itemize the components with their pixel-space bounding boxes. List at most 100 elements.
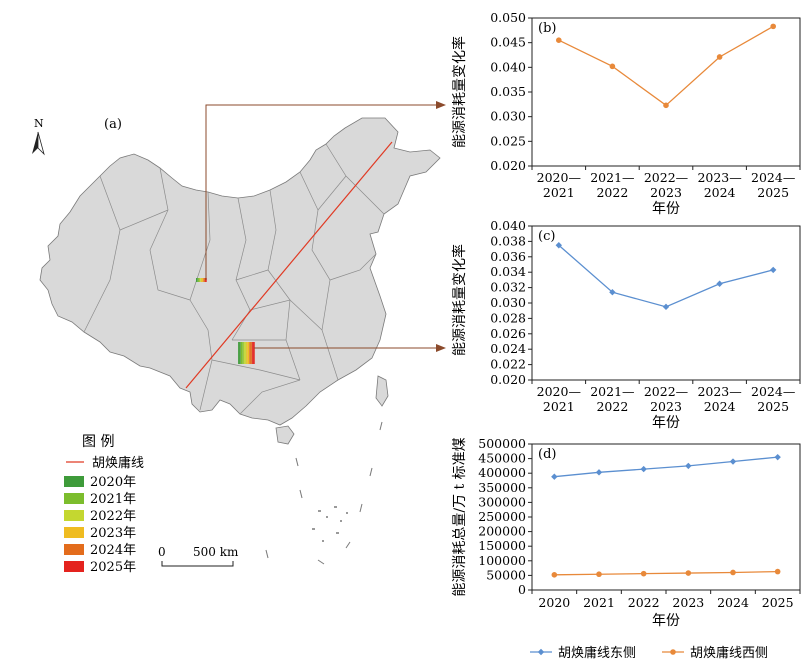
study-area-stripe [249, 342, 251, 364]
y-tick-label: 0.032 [490, 280, 526, 295]
x-tick-label: 2021 [583, 595, 615, 610]
data-point [662, 303, 670, 311]
study-area-stripe [247, 342, 249, 364]
data-point [663, 102, 669, 109]
study-area-stripe [202, 278, 204, 282]
x-tick-label: 2024 [717, 595, 749, 610]
charts: 0.020 0.025 0.030 0.035 0.040 0.045 0.050 2020—… [451, 10, 801, 661]
study-area-stripe [245, 342, 246, 364]
study-area-stripe [198, 278, 199, 282]
study-area-stripe [246, 342, 248, 364]
plot-frame [531, 443, 801, 591]
x-tick-label: 2021— [590, 170, 634, 185]
legend-swatch [64, 493, 84, 504]
x-axis-label: 年份 [652, 201, 680, 217]
data-point [640, 465, 647, 473]
study-area-stripe [197, 278, 198, 282]
x-tick-label: 2023 [650, 185, 682, 200]
study-area-stripe [202, 278, 203, 282]
legend-label: 胡焕庸线东侧 [558, 645, 636, 661]
data-point [556, 37, 562, 43]
y-axis-label: 能源消耗量变化率 [451, 36, 468, 148]
x-tick-label: 2023— [697, 384, 741, 399]
x-tick-label: 2022 [596, 399, 628, 414]
data-point [551, 572, 558, 578]
legend-label: 2020年 [90, 475, 136, 490]
x-tick-label: 2020 [538, 595, 570, 610]
series-line [554, 456, 778, 478]
data-point [685, 462, 692, 470]
y-tick-label: 350000 [478, 480, 526, 495]
y-tick-label: 500000 [478, 436, 526, 451]
study-area-stripe [239, 342, 241, 364]
nine-dash-line [265, 421, 383, 565]
study-area-stripe [203, 278, 205, 282]
study-area-stripe [240, 342, 241, 364]
x-tick-label: 2021 [543, 399, 575, 414]
data-point [640, 570, 647, 577]
study-area-stripe [203, 278, 204, 282]
legend-label: 胡焕庸线西侧 [690, 645, 768, 661]
map-panel-label: (a) [104, 117, 122, 132]
study-area-stripe [245, 342, 247, 364]
y-tick-label: 400000 [478, 465, 526, 480]
y-tick-label: 0.028 [490, 310, 526, 325]
y-tick-label: 300000 [478, 494, 526, 509]
y-tick-label: 150000 [478, 538, 526, 553]
study-area-stripe [252, 342, 253, 364]
arrowhead-c [436, 344, 446, 352]
panel-label: (c) [538, 229, 555, 244]
y-tick-label: 450000 [478, 451, 526, 466]
scale-bar: 0 500 km [158, 545, 239, 567]
data-point [770, 23, 776, 30]
study-area-east [238, 342, 255, 364]
chart-c: 0.0200.0220.0240.0260.0280.0300.0320.034… [451, 218, 801, 431]
y-axis-label: 能源消耗量变化率 [451, 244, 468, 356]
y-tick-label: 0.040 [490, 59, 526, 74]
chart-d: 0500001000001500002000002500003000003500… [452, 436, 801, 661]
y-tick-label: 0.036 [490, 249, 526, 264]
north-arrow-icon: N [32, 117, 45, 156]
study-area-stripe [201, 278, 202, 282]
north-label: N [34, 117, 44, 130]
x-tick-label: 2020— [537, 170, 581, 185]
y-tick-label: 0.025 [490, 133, 526, 148]
x-tick-label: 2024— [751, 384, 795, 399]
data-point [716, 280, 723, 287]
study-area-stripe [200, 278, 202, 282]
x-tick-label: 2022 [628, 595, 660, 610]
south-sea-islands [312, 506, 348, 542]
legend-marker [537, 648, 545, 656]
data-point [595, 469, 603, 476]
x-tick-label: 2025 [757, 185, 789, 200]
legend-label: 2024年 [90, 543, 136, 558]
study-area-west [196, 278, 207, 282]
x-tick-label: 2024— [751, 170, 795, 185]
arrowhead-b [436, 101, 446, 109]
x-tick-label: 2022— [644, 384, 688, 399]
study-area-stripe [240, 342, 242, 364]
scale-text: 500 km [193, 545, 239, 559]
y-tick-label: 0.038 [490, 233, 526, 248]
data-point [729, 458, 737, 465]
study-area-stripe [205, 278, 206, 282]
study-area-stripe [197, 278, 199, 282]
panel-label: (b) [538, 21, 556, 36]
legend-label: 2021年 [90, 492, 136, 507]
study-area-stripe [238, 342, 240, 364]
x-tick-label: 2022 [596, 185, 628, 200]
province-borders [83, 143, 385, 415]
study-area-stripe [243, 342, 245, 364]
y-tick-label: 0.030 [490, 295, 526, 310]
legend-swatch [64, 527, 84, 538]
y-tick-label: 0.026 [490, 326, 526, 341]
x-tick-label: 2023— [697, 170, 741, 185]
x-tick-label: 2025 [757, 399, 789, 414]
study-area-stripe [200, 278, 201, 282]
series-line [558, 25, 774, 107]
hainan-island [275, 425, 295, 445]
y-tick-label: 100000 [478, 553, 526, 568]
study-area-stripe [241, 342, 243, 364]
study-area-stripe [238, 342, 239, 364]
data-point [730, 569, 736, 576]
